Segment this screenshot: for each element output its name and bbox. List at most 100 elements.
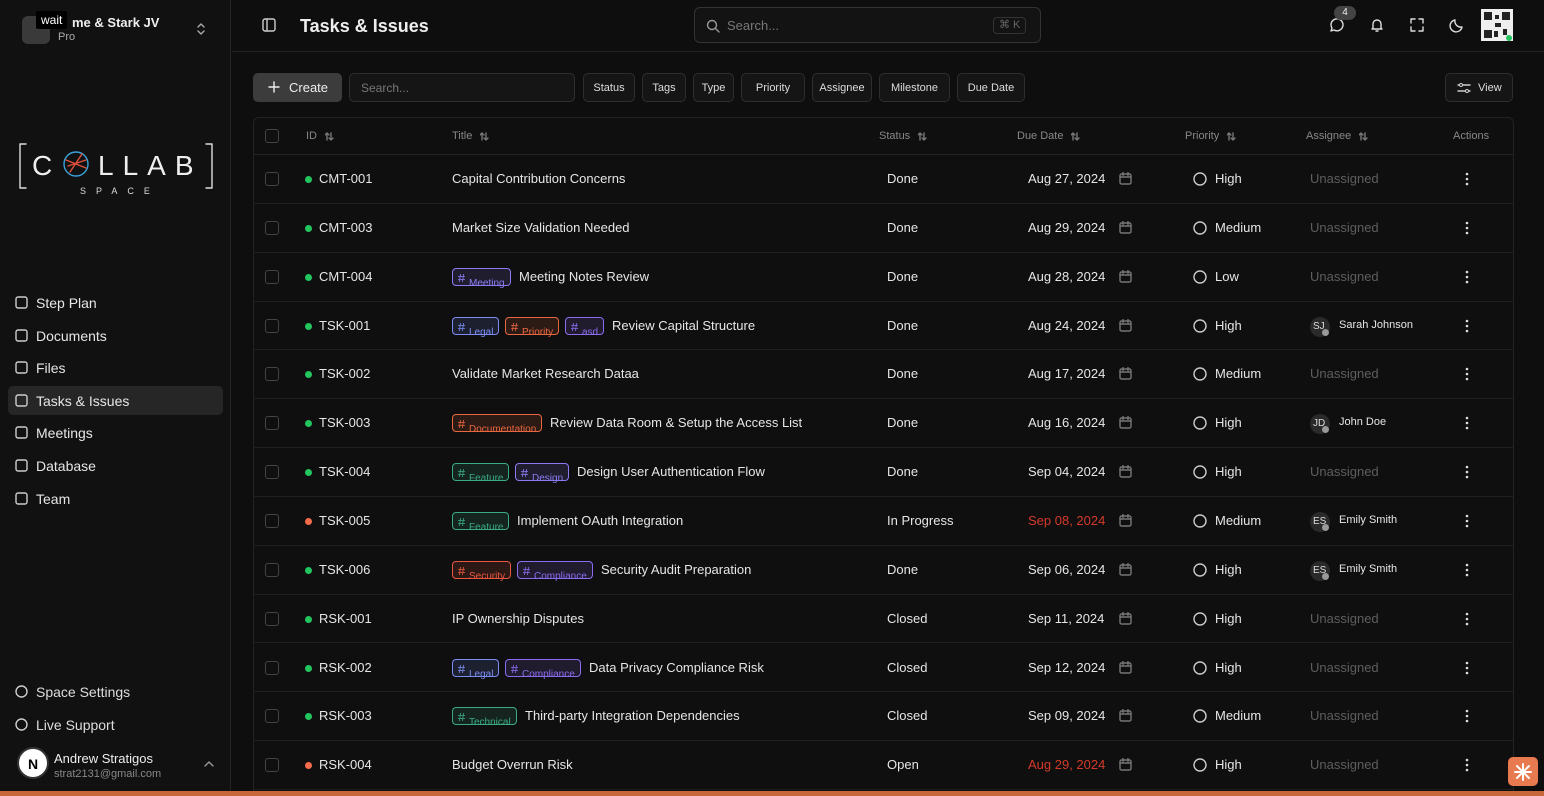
support-item[interactable]: Space Settings — [8, 677, 223, 706]
tag[interactable]: Compliance — [517, 561, 593, 579]
calendar-icon[interactable] — [1119, 270, 1132, 283]
row-actions[interactable] — [1464, 661, 1470, 675]
header-checkbox[interactable] — [265, 129, 279, 143]
row-checkbox[interactable] — [265, 221, 279, 235]
calendar-icon[interactable] — [1119, 758, 1132, 771]
sort-icon[interactable] — [325, 132, 334, 141]
calendar-icon[interactable] — [1119, 661, 1132, 674]
table-row[interactable]: TSK-004FeatureDesignDesign User Authenti… — [254, 448, 1513, 497]
sort-icon[interactable] — [918, 132, 927, 141]
row-checkbox[interactable] — [265, 270, 279, 284]
table-row[interactable]: TSK-005FeatureImplement OAuth Integratio… — [254, 497, 1513, 546]
calendar-icon[interactable] — [1119, 221, 1132, 234]
tag[interactable]: Feature — [452, 463, 509, 481]
calendar-icon[interactable] — [1119, 416, 1132, 429]
row-checkbox[interactable] — [265, 661, 279, 675]
row-checkbox[interactable] — [265, 416, 279, 430]
row-actions[interactable] — [1464, 514, 1470, 528]
row-checkbox[interactable] — [265, 514, 279, 528]
filter-button[interactable]: Assignee — [812, 73, 872, 102]
row-actions[interactable] — [1464, 416, 1470, 430]
table-row[interactable]: TSK-001LegalPriorityasdReview Capital St… — [254, 302, 1513, 351]
table-row[interactable]: TSK-002Validate Market Research DataaDon… — [254, 350, 1513, 399]
row-actions[interactable] — [1464, 319, 1470, 333]
tag[interactable]: Security — [452, 561, 511, 579]
calendar-icon[interactable] — [1119, 612, 1132, 625]
row-actions[interactable] — [1464, 465, 1470, 479]
table-row[interactable]: RSK-001IP Ownership DisputesClosedSep 11… — [254, 595, 1513, 644]
filter-button[interactable]: Due Date — [957, 73, 1025, 102]
row-actions[interactable] — [1464, 709, 1470, 723]
row-checkbox[interactable] — [265, 563, 279, 577]
assistant-button[interactable] — [1508, 757, 1538, 786]
calendar-icon[interactable] — [1119, 319, 1132, 332]
profile-qr[interactable] — [1481, 9, 1513, 43]
row-actions[interactable] — [1464, 270, 1470, 284]
nav-item[interactable]: Tasks & Issues — [8, 386, 223, 415]
row-checkbox[interactable] — [265, 709, 279, 723]
notifications-button[interactable] — [1369, 17, 1385, 33]
table-row[interactable]: TSK-006SecurityComplianceSecurity Audit … — [254, 546, 1513, 595]
row-actions[interactable] — [1464, 367, 1470, 381]
table-row[interactable]: CMT-003Market Size Validation NeededDone… — [254, 204, 1513, 253]
sort-icon[interactable] — [1227, 132, 1236, 141]
tag[interactable]: Legal — [452, 659, 499, 677]
calendar-icon[interactable] — [1119, 563, 1132, 576]
calendar-icon[interactable] — [1119, 514, 1132, 527]
user-menu[interactable] — [203, 760, 215, 768]
row-checkbox[interactable] — [265, 465, 279, 479]
theme-button[interactable] — [1449, 17, 1465, 33]
row-checkbox[interactable] — [265, 612, 279, 626]
column-header[interactable]: ID — [306, 131, 317, 142]
nav-item[interactable]: Files — [8, 353, 223, 382]
nav-item[interactable]: Database — [8, 451, 223, 480]
table-row[interactable]: CMT-004MeetingMeeting Notes ReviewDoneAu… — [254, 253, 1513, 302]
calendar-icon[interactable] — [1119, 367, 1132, 380]
table-row[interactable]: CMT-001Capital Contribution ConcernsDone… — [254, 155, 1513, 204]
table-row[interactable]: RSK-003TechnicalThird-party Integration … — [254, 692, 1513, 741]
tag[interactable]: asd — [565, 317, 604, 335]
filter-button[interactable]: Tags — [642, 73, 686, 102]
table-row[interactable]: TSK-003DocumentationReview Data Room & S… — [254, 399, 1513, 448]
row-actions[interactable] — [1464, 221, 1470, 235]
filter-button[interactable]: Type — [693, 73, 734, 102]
tag[interactable]: Design — [515, 463, 569, 481]
row-checkbox[interactable] — [265, 367, 279, 381]
row-checkbox[interactable] — [265, 172, 279, 186]
column-header[interactable]: Priority — [1185, 131, 1219, 142]
support-item[interactable]: Live Support — [8, 710, 223, 739]
fullscreen-button[interactable] — [1409, 17, 1425, 33]
tag[interactable]: Technical — [452, 707, 517, 725]
row-actions[interactable] — [1464, 172, 1470, 186]
table-row[interactable]: RSK-004Budget Overrun RiskOpenAug 29, 20… — [254, 741, 1513, 790]
toolbar-search[interactable]: Search... — [349, 73, 575, 102]
tag[interactable]: Meeting — [452, 268, 511, 286]
nav-item[interactable]: Team — [8, 484, 223, 513]
column-header[interactable]: Assignee — [1306, 131, 1351, 142]
nav-item[interactable]: Step Plan — [8, 288, 223, 317]
calendar-icon[interactable] — [1119, 709, 1132, 722]
column-header[interactable]: Due Date — [1017, 131, 1063, 142]
tag[interactable]: Legal — [452, 317, 499, 335]
column-header[interactable]: Title — [452, 131, 472, 142]
view-button[interactable]: View — [1445, 73, 1513, 102]
row-checkbox[interactable] — [265, 319, 279, 333]
row-actions[interactable] — [1464, 758, 1470, 772]
tag[interactable]: Documentation — [452, 414, 542, 432]
row-actions[interactable] — [1464, 612, 1470, 626]
row-actions[interactable] — [1464, 563, 1470, 577]
tag[interactable]: Priority — [505, 317, 559, 335]
sort-icon[interactable] — [480, 132, 489, 141]
workspace-switcher[interactable] — [195, 22, 207, 36]
sidebar-toggle[interactable] — [262, 18, 276, 32]
filter-button[interactable]: Status — [583, 73, 635, 102]
tag[interactable]: Feature — [452, 512, 509, 530]
filter-button[interactable]: Milestone — [879, 73, 950, 102]
create-button[interactable]: Create — [253, 73, 342, 102]
header-search[interactable]: Search...⌘ K — [694, 7, 1041, 43]
calendar-icon[interactable] — [1119, 465, 1132, 478]
nav-item[interactable]: Meetings — [8, 418, 223, 447]
sort-icon[interactable] — [1071, 132, 1080, 141]
row-checkbox[interactable] — [265, 758, 279, 772]
nav-item[interactable]: Documents — [8, 321, 223, 350]
